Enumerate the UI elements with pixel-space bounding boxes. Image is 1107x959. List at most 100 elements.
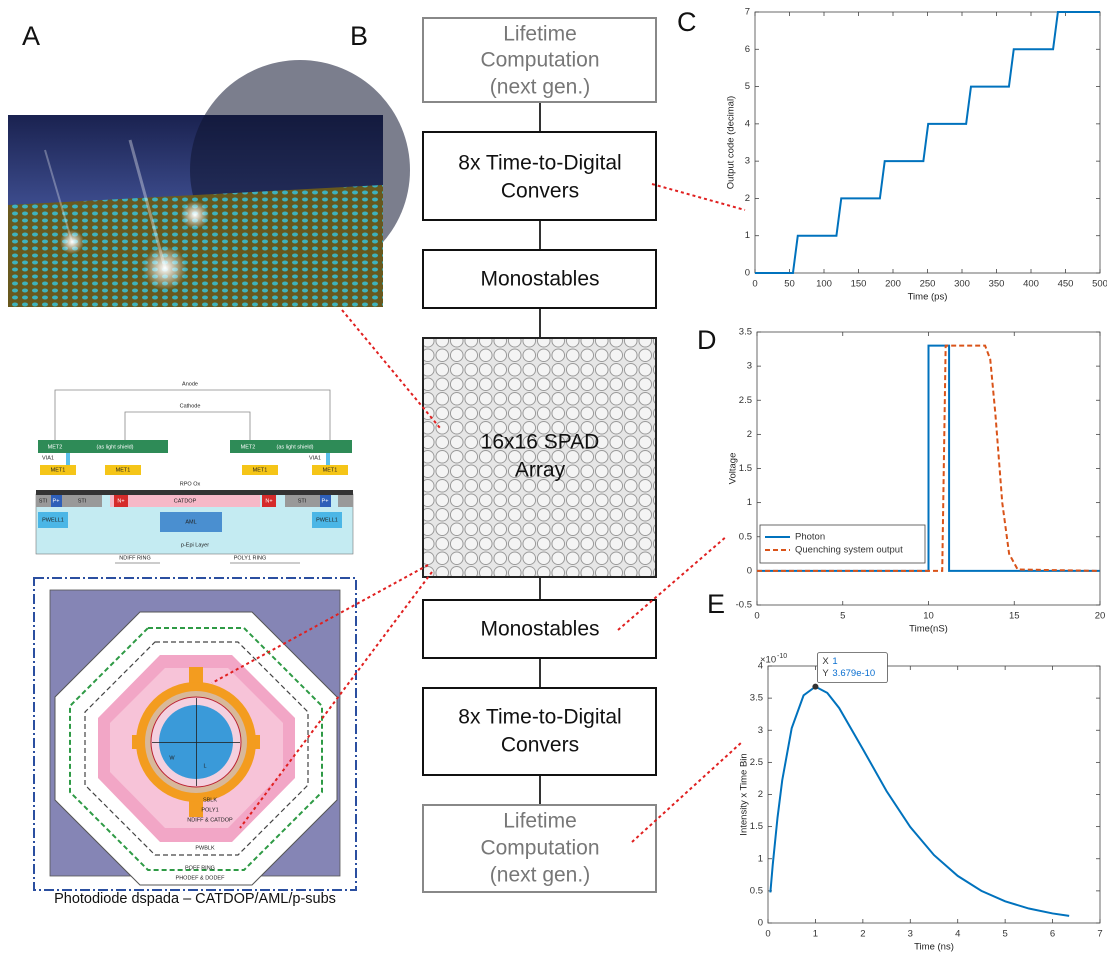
y-tick-label: 3 [758, 725, 763, 736]
x-tick-label: 7 [1097, 929, 1102, 940]
box-text: Monostables [480, 618, 599, 641]
x-tick-label: 2 [860, 929, 865, 940]
y-tick-label: 5 [745, 81, 750, 92]
cs-label: MET1 [116, 467, 131, 473]
plot-area [768, 666, 1100, 923]
y-tick-label: 1 [747, 497, 752, 508]
cs-label: Anode [182, 381, 198, 387]
x-tick-label: 0 [765, 929, 770, 940]
figure: A B C D E Anode Cathode MET2 (as light s… [0, 0, 1107, 959]
cs-label: VIA1 [309, 455, 321, 461]
cs-label: MET1 [51, 467, 66, 473]
cs-label: STI [39, 498, 48, 504]
cs-label: MET2 [241, 444, 256, 450]
x-tick-label: 350 [989, 279, 1005, 290]
x-tick-label: 10 [923, 611, 934, 622]
y-tick-label: 1.5 [739, 463, 752, 474]
y-scale-base: ×10 [760, 655, 776, 666]
caption: Photodiode dspada – CATDOP/AML/p-subs [54, 891, 336, 907]
y-tick-label: -0.5 [736, 600, 752, 611]
cs-label: (as light shield) [97, 444, 134, 450]
y-tick-label: 2.5 [750, 757, 763, 768]
box-text: Computation [480, 49, 599, 72]
y-tick-label: 1 [745, 230, 750, 241]
box-text: (next gen.) [490, 864, 590, 887]
y-tick-label: 3 [745, 156, 750, 167]
y-tick-label: 2 [747, 429, 752, 440]
cs-label: W [169, 755, 175, 761]
cs-label: P+ [53, 498, 60, 504]
x-tick-label: 20 [1095, 611, 1106, 622]
y-tick-label: 0 [745, 268, 750, 279]
y-axis-label: Intensity x Time Bin [739, 753, 750, 835]
cs-label: L [203, 763, 206, 769]
x-tick-label: 150 [851, 279, 867, 290]
pipeline-box [423, 688, 656, 775]
plot-area [755, 12, 1100, 273]
x-tick-label: 250 [920, 279, 936, 290]
legend-label: Quenching system output [795, 545, 903, 556]
y-tick-label: 0 [747, 565, 752, 576]
cs-label: (as light shield) [277, 444, 314, 450]
y-tick-label: 1 [758, 853, 763, 864]
cs-label: STI [298, 498, 307, 504]
y-scale-exponent: -10 [777, 653, 787, 660]
datatip-y-name: Y [822, 668, 829, 679]
cs-label: MET1 [253, 467, 268, 473]
box-text: 8x Time-to-Digital [458, 706, 621, 729]
spad-array [423, 338, 656, 577]
datatip-x-name: X [822, 656, 829, 667]
box-text: Monostables [480, 268, 599, 291]
cs-label: AML [185, 519, 196, 525]
x-tick-label: 15 [1009, 611, 1020, 622]
datatip-y: 3.679e-10 [832, 668, 875, 679]
box-text: Lifetime [503, 810, 577, 833]
x-tick-label: 500 [1092, 279, 1107, 290]
box-text: 16x16 SPAD [481, 431, 600, 454]
cs-label: PHODEF & DODEF [176, 875, 226, 881]
x-tick-label: 200 [885, 279, 901, 290]
x-tick-label: 4 [955, 929, 960, 940]
x-tick-label: 3 [908, 929, 913, 940]
legend-label: Photon [795, 532, 825, 543]
panel-label: C [677, 7, 697, 37]
y-tick-label: 6 [745, 44, 750, 55]
cs-label: RPO Ox [180, 481, 201, 487]
cs-label: MET1 [323, 467, 338, 473]
cs-label: MET2 [48, 444, 63, 450]
x-tick-label: 450 [1058, 279, 1074, 290]
cs-label: PWBLK [195, 845, 215, 851]
x-tick-label: 0 [754, 611, 759, 622]
x-tick-label: 300 [954, 279, 970, 290]
cs-label: Cathode [180, 403, 201, 409]
box-text: Convers [501, 180, 579, 203]
x-axis-label: Time (ns) [914, 942, 954, 953]
cs-label: NDIFF RING [119, 555, 150, 561]
y-tick-label: 0.5 [739, 531, 752, 542]
cs-label: POFF RING [185, 865, 215, 871]
y-tick-label: 1.5 [750, 821, 763, 832]
cs-label: p-Epi Layer [181, 542, 209, 548]
datatip-point [812, 684, 818, 690]
pipeline: Lifetime Computation (next gen.) 8x Time… [423, 18, 656, 892]
y-tick-label: 7 [745, 7, 750, 18]
box-text: Computation [480, 837, 599, 860]
cs-label: NDIFF & CATDOP [187, 817, 233, 823]
x-axis-label: Time(nS) [909, 624, 948, 635]
box-text: Array [515, 459, 566, 482]
pipeline-box [423, 132, 656, 220]
box-text: (next gen.) [490, 76, 590, 99]
cs-label: CATDOP [174, 498, 197, 504]
y-tick-label: 3.5 [739, 327, 752, 338]
y-tick-label: 0.5 [750, 885, 763, 896]
y-tick-label: 2 [745, 193, 750, 204]
cs-label: SBLK [203, 797, 217, 803]
panel-label: E [707, 589, 725, 619]
x-tick-label: 6 [1050, 929, 1055, 940]
box-text: Lifetime [503, 23, 577, 46]
x-tick-label: 0 [752, 279, 757, 290]
y-axis-label: Output code (decimal) [726, 96, 737, 189]
cs-label: STI [78, 498, 87, 504]
x-tick-label: 1 [813, 929, 818, 940]
cs-label: PWELL1 [316, 517, 338, 523]
